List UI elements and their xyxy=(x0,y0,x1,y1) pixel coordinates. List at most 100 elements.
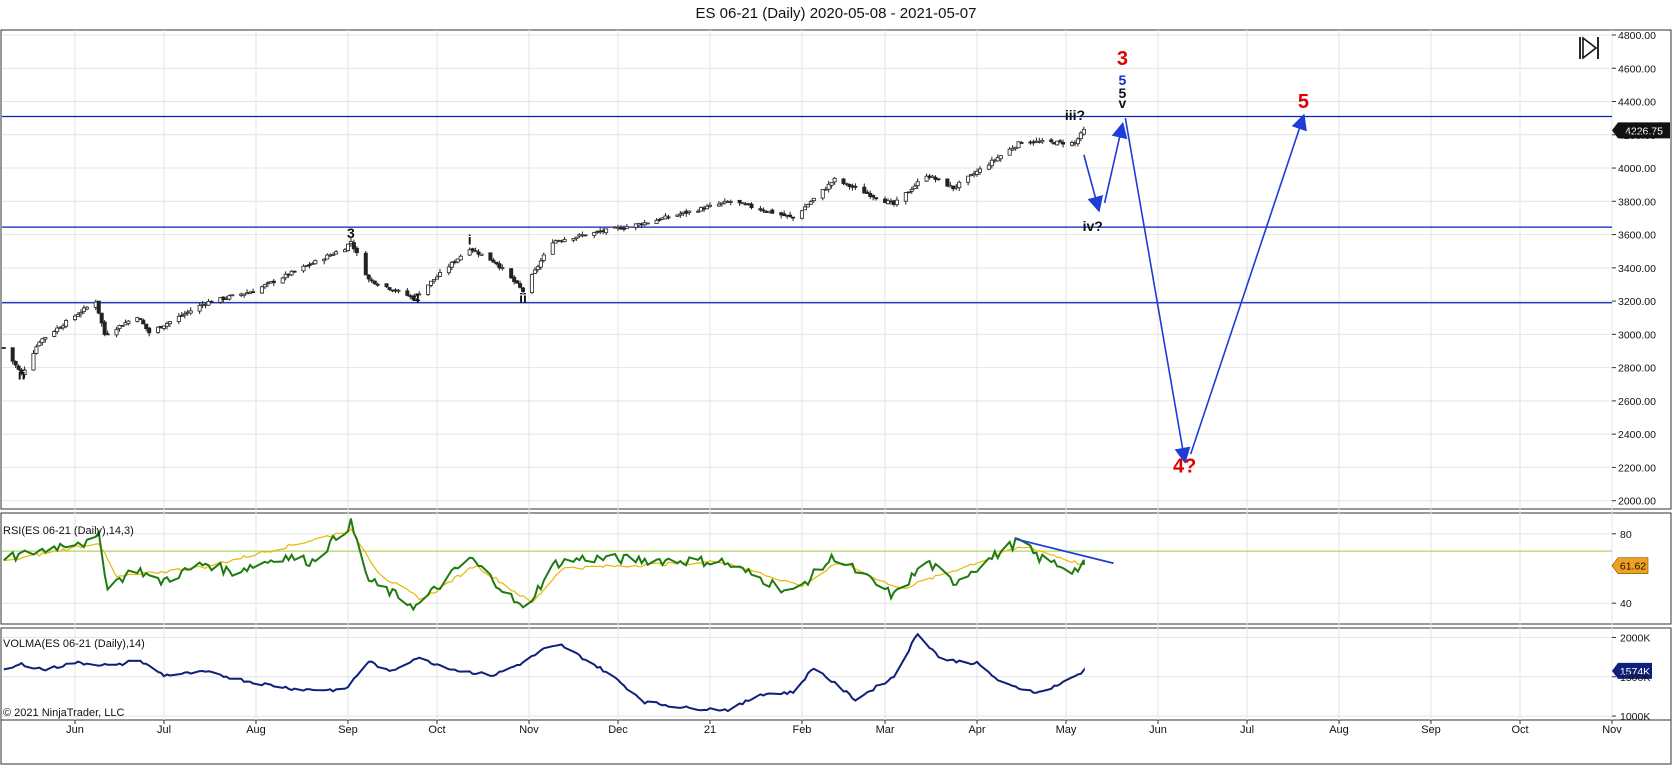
price-bar xyxy=(105,333,110,336)
price-bar xyxy=(467,249,472,256)
price-bar xyxy=(909,189,914,192)
x-tick-label: Jun xyxy=(1149,724,1167,736)
price-bar xyxy=(1016,141,1021,149)
price-bar xyxy=(455,258,460,263)
price-bar xyxy=(788,214,793,217)
price-bar xyxy=(494,261,499,265)
rsi-panel: 61.62 xyxy=(2,518,1649,612)
x-tick-label: Jul xyxy=(1240,724,1254,736)
price-bar xyxy=(289,270,294,276)
price-bar xyxy=(301,265,306,272)
price-bar xyxy=(894,199,899,206)
price-bar xyxy=(518,283,523,288)
volma-tick-label: 1500K xyxy=(1620,672,1650,684)
price-bar xyxy=(387,287,392,290)
wave-label: 3 xyxy=(347,225,355,241)
price-bar xyxy=(1,347,6,349)
price-bar xyxy=(782,213,787,217)
wave-label: iii? xyxy=(1065,107,1085,123)
price-bar xyxy=(405,290,410,296)
price-bar xyxy=(805,204,810,208)
price-bar xyxy=(675,214,680,217)
price-bar xyxy=(449,261,454,268)
price-bar xyxy=(621,227,626,230)
x-tick-label: Oct xyxy=(428,724,445,736)
price-tick-label: 2000.00 xyxy=(1618,496,1656,508)
price-bar xyxy=(903,192,908,202)
rsi-tick-label: 40 xyxy=(1620,598,1632,610)
wave-label: v xyxy=(1119,95,1127,111)
price-bar xyxy=(705,205,710,210)
price-bar xyxy=(808,201,813,205)
price-bar xyxy=(182,313,187,316)
price-bar xyxy=(541,254,546,261)
price-bar xyxy=(826,183,831,190)
price-bar xyxy=(292,270,297,273)
volma-tick-label: 2000K xyxy=(1620,632,1650,644)
price-bar xyxy=(1040,140,1045,143)
price-bar xyxy=(1058,140,1063,143)
grid-lines xyxy=(2,30,1613,720)
price-bar xyxy=(583,234,588,237)
price-bar xyxy=(31,353,36,371)
price-bar xyxy=(55,327,60,333)
panel-frame xyxy=(0,29,1672,510)
rsi-line xyxy=(3,518,1085,612)
price-bar xyxy=(500,267,505,269)
price-tick-label: 3200.00 xyxy=(1618,296,1656,308)
x-tick-label: Aug xyxy=(1329,724,1349,736)
rsi-tick-label: 80 xyxy=(1620,529,1632,541)
price-bar xyxy=(1055,140,1060,146)
price-bar xyxy=(43,336,48,340)
wave-label: ii xyxy=(18,366,26,382)
price-bar xyxy=(363,252,368,276)
price-bar xyxy=(1081,128,1086,135)
price-bar xyxy=(322,258,327,262)
price-bar xyxy=(571,238,576,241)
price-bar xyxy=(22,369,27,376)
x-tick-label: Jul xyxy=(157,724,171,736)
price-bar xyxy=(749,203,754,209)
price-bar xyxy=(823,188,828,191)
price-bar xyxy=(75,314,80,318)
x-tick-label: Dec xyxy=(608,724,628,736)
price-bar xyxy=(832,177,837,183)
price-bar xyxy=(417,293,422,296)
price-bar xyxy=(230,294,235,297)
price-bar xyxy=(126,320,131,325)
x-tick-label: Sep xyxy=(338,724,358,736)
price-bar xyxy=(84,306,89,310)
price-bar xyxy=(345,243,350,252)
price-bar xyxy=(283,273,288,279)
price-bar xyxy=(975,170,980,175)
price-bar xyxy=(325,254,330,260)
price-bar xyxy=(334,251,339,255)
price-bar xyxy=(414,293,419,300)
price-bar xyxy=(375,283,380,286)
price-tick-label: 4200.00 xyxy=(1618,130,1656,142)
price-bar xyxy=(37,341,42,347)
price-bar xyxy=(666,216,671,219)
price-bar xyxy=(176,315,181,322)
price-bar xyxy=(470,248,475,251)
x-axis-frame xyxy=(0,719,1672,765)
wave-label: 4 xyxy=(412,290,420,306)
collapse-panel-icon[interactable] xyxy=(1579,36,1599,60)
price-bar xyxy=(179,314,184,317)
price-bar xyxy=(426,284,431,295)
price-bar xyxy=(351,242,356,250)
price-bar xyxy=(986,164,991,170)
chart-title: ES 06-21 (Daily) 2020-05-08 - 2021-05-07 xyxy=(696,5,977,22)
price-bar xyxy=(770,209,775,214)
price-tick-label: 4600.00 xyxy=(1618,63,1656,75)
price-bar xyxy=(304,265,309,268)
price-bar xyxy=(366,274,371,280)
price-bar xyxy=(73,315,78,321)
rsi-value-label: 61.62 xyxy=(1620,561,1646,573)
volma-tick-label: 1000K xyxy=(1620,711,1650,723)
price-bar xyxy=(473,250,478,253)
price-bar xyxy=(156,326,161,333)
price-bar xyxy=(458,255,463,261)
price-bar xyxy=(696,210,701,213)
projection-arrow xyxy=(1124,118,1191,464)
